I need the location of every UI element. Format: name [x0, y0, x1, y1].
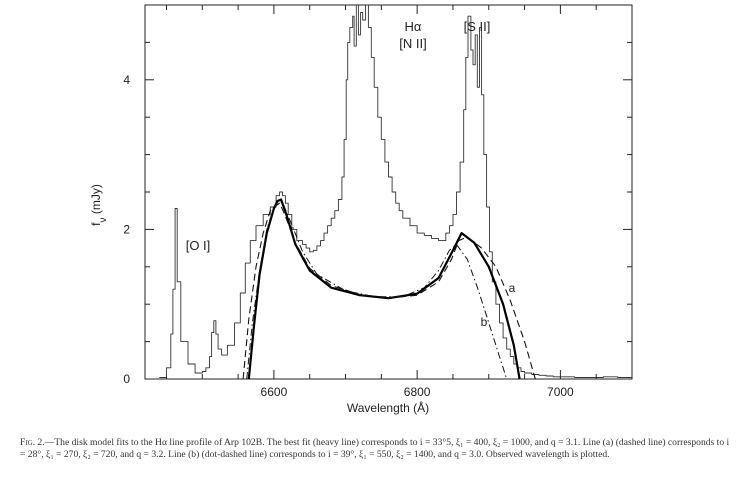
annotation-layer: [O I] Hα [N II] [S II] a b — [186, 19, 516, 329]
series-line-heavy — [247, 198, 521, 379]
y-axis-label: fν (mJy) — [89, 184, 109, 226]
annotation-oi: [O I] — [186, 238, 211, 253]
series-line-observed — [159, 5, 632, 378]
series-layer — [159, 5, 632, 379]
y-tick-label: 0 — [123, 372, 130, 386]
figure-label: Fig. 2. — [20, 437, 45, 448]
x-axis-label: Wavelength (Å) — [347, 400, 429, 415]
annotation-sii: [S II] — [464, 19, 491, 34]
y-tick-label: 4 — [123, 73, 130, 87]
annotation-b: b — [481, 315, 488, 329]
figure-caption: Fig. 2.—The disk model fits to the Hα li… — [20, 437, 732, 460]
annotation-ha: Hα — [405, 19, 422, 34]
annotation-a: a — [509, 281, 516, 295]
series-line-dot-dashed — [246, 200, 508, 379]
x-tick-label: 7000 — [547, 385, 574, 399]
x-tick-label: 6800 — [404, 385, 431, 399]
series-line-dashed — [242, 202, 536, 379]
axis-ticks — [145, 5, 633, 379]
line-profile-chart: 6600 6800 7000 0 2 4 [O I] Hα [N II] [S II] a b Wa… — [89, 4, 633, 415]
annotation-nii: [N II] — [399, 36, 426, 51]
plot-frame — [144, 4, 633, 380]
y-tick-label: 2 — [123, 222, 130, 236]
caption-text: —The disk model fits to the Hα line prof… — [20, 437, 730, 460]
tick-labels: 6600 6800 7000 0 2 4 — [123, 73, 574, 399]
x-tick-label: 6600 — [261, 385, 288, 399]
